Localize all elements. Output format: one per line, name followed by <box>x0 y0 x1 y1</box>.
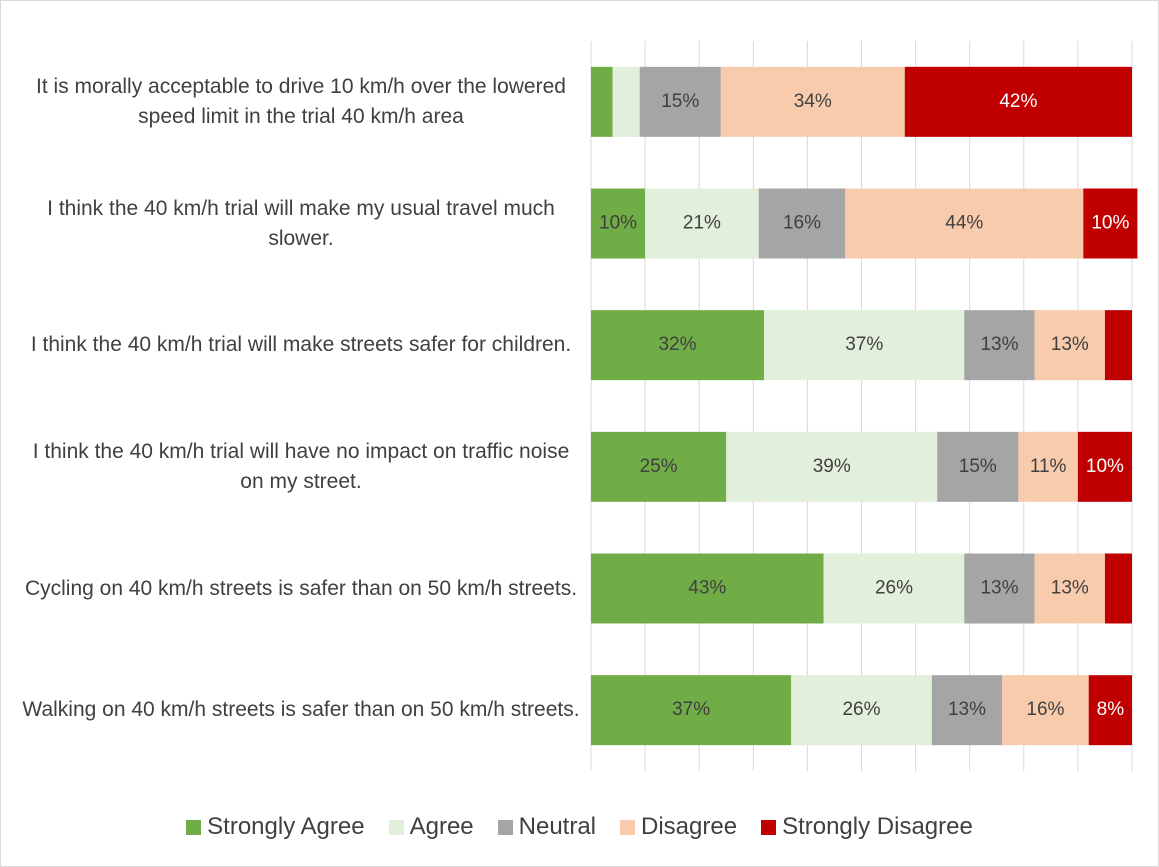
bar-segment <box>931 675 1003 746</box>
legend-label: Agree <box>409 813 474 840</box>
bar-segment <box>720 66 905 137</box>
bar-segment <box>1083 188 1138 259</box>
bar-segment <box>639 66 721 137</box>
bar-segment <box>1034 553 1105 624</box>
legend-swatch <box>497 819 513 835</box>
data-label: 10% <box>1091 213 1129 234</box>
bar-segment <box>964 553 1035 624</box>
legend-swatch <box>388 819 404 835</box>
data-label: 34% <box>794 91 832 112</box>
bar-segment <box>645 188 759 259</box>
bar-segment <box>845 188 1084 259</box>
bar-segment <box>591 675 792 746</box>
data-label: 13% <box>980 578 1018 599</box>
legend-item: Agree <box>388 813 474 841</box>
legend-swatch <box>186 819 202 835</box>
data-label: 39% <box>813 456 851 477</box>
bar-segment <box>791 675 932 746</box>
bar-segment <box>904 66 1132 137</box>
bar-segment <box>1104 310 1132 381</box>
data-label: 13% <box>980 334 1018 355</box>
data-label: 16% <box>1026 699 1064 720</box>
bar-segment <box>612 66 640 137</box>
bar-segment <box>1088 675 1132 746</box>
bar-segment <box>591 310 765 381</box>
category-label: Walking on 40 km/h streets is safer than… <box>22 698 580 722</box>
data-label: 44% <box>945 213 983 234</box>
data-label: 8% <box>1097 699 1125 720</box>
data-label: 15% <box>661 91 699 112</box>
data-label: 15% <box>959 456 997 477</box>
data-label: 21% <box>683 213 721 234</box>
data-label: 43% <box>688 578 726 599</box>
data-label: 13% <box>1051 334 1089 355</box>
category-label: Cycling on 40 km/h streets is safer than… <box>24 576 578 600</box>
data-label: 10% <box>1086 456 1124 477</box>
data-label: 11% <box>1030 456 1067 477</box>
category-label: It is morally acceptable to drive 10 km/… <box>36 74 566 128</box>
legend-item: Strongly Disagree <box>761 813 973 841</box>
bar-segment <box>1034 310 1105 381</box>
data-label: 37% <box>672 699 710 720</box>
legend-swatch <box>620 819 636 835</box>
bar-segment <box>726 431 938 502</box>
data-label: 37% <box>845 334 883 355</box>
legend-label: Disagree <box>641 813 738 840</box>
legend-item: Disagree <box>620 813 737 841</box>
legend-item: Neutral <box>497 813 597 841</box>
data-label: 26% <box>842 699 880 720</box>
bar-segment <box>964 310 1035 381</box>
bar-segment <box>1002 675 1089 746</box>
legend-label: Neutral <box>518 813 597 840</box>
bar-segment <box>1104 553 1132 624</box>
bar-segment <box>591 553 824 624</box>
category-label: I think the 40 km/h trial will have no i… <box>32 439 570 493</box>
data-label: 13% <box>948 699 986 720</box>
legend: Strongly Agree Agree Neutral Disagree Strong… <box>1 813 1158 841</box>
bar-segment <box>591 188 646 259</box>
legend-label: Strongly Disagree <box>782 813 973 840</box>
bar-segment <box>1077 431 1132 502</box>
bar-segment <box>1018 431 1078 502</box>
bar-segment <box>764 310 965 381</box>
legend-label: Strongly Agree <box>207 813 365 840</box>
data-label: 13% <box>1051 578 1089 599</box>
bar-segment <box>937 431 1019 502</box>
data-label: 26% <box>875 578 913 599</box>
bar-segment <box>758 188 846 259</box>
legend-swatch <box>761 819 777 835</box>
bar-segment <box>591 66 613 137</box>
legend-item: Strongly Agree <box>186 813 365 841</box>
category-label: I think the 40 km/h trial will make my u… <box>47 196 555 250</box>
category-label: I think the 40 km/h trial will make stre… <box>30 333 572 357</box>
bar-segment <box>823 553 965 624</box>
bar-segment <box>591 431 727 502</box>
data-label: 10% <box>599 213 637 234</box>
data-label: 16% <box>783 213 821 234</box>
data-label: 25% <box>640 456 678 477</box>
data-label: 42% <box>999 91 1037 112</box>
data-label: 32% <box>659 334 697 355</box>
